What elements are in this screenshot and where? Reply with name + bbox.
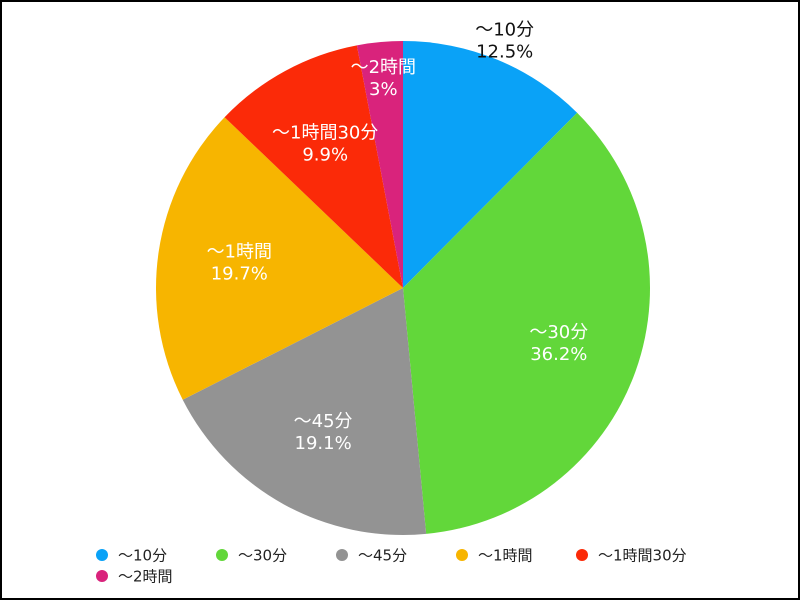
slice-value-label: 3% (369, 79, 398, 100)
legend-swatch (216, 549, 228, 561)
legend-swatch (576, 549, 588, 561)
legend-label: 〜1時間 (478, 547, 533, 565)
legend-label: 〜45分 (358, 547, 407, 565)
legend-label: 〜30分 (238, 547, 287, 565)
slice-label: 〜10分 (475, 19, 534, 40)
legend-swatch (96, 570, 108, 582)
legend-swatch (456, 549, 468, 561)
pie-slice (224, 45, 403, 288)
slice-label: 〜1時間 (207, 242, 272, 263)
slice-value-label: 36.2% (530, 344, 587, 365)
pie-slice (403, 41, 578, 288)
slice-label: 〜2時間 (351, 57, 416, 78)
legend-label: 〜1時間30分 (598, 547, 687, 565)
slice-value-label: 19.7% (211, 264, 268, 285)
pie-slice (155, 117, 403, 400)
legend-label: 〜2時間 (118, 568, 173, 586)
slice-value-label: 12.5% (476, 41, 533, 62)
legend-label: 〜10分 (118, 547, 167, 565)
slice-value-label: 9.9% (302, 145, 348, 166)
slice-label: 〜45分 (294, 411, 353, 432)
slice-label: 〜30分 (529, 322, 588, 343)
pie-slice (403, 112, 651, 534)
legend-swatch (96, 549, 108, 561)
slice-label: 〜1時間30分 (272, 123, 378, 144)
pie-slice (182, 288, 427, 535)
legend-swatch (336, 549, 348, 561)
pie-slice (356, 41, 403, 288)
slice-value-label: 19.1% (295, 433, 352, 454)
